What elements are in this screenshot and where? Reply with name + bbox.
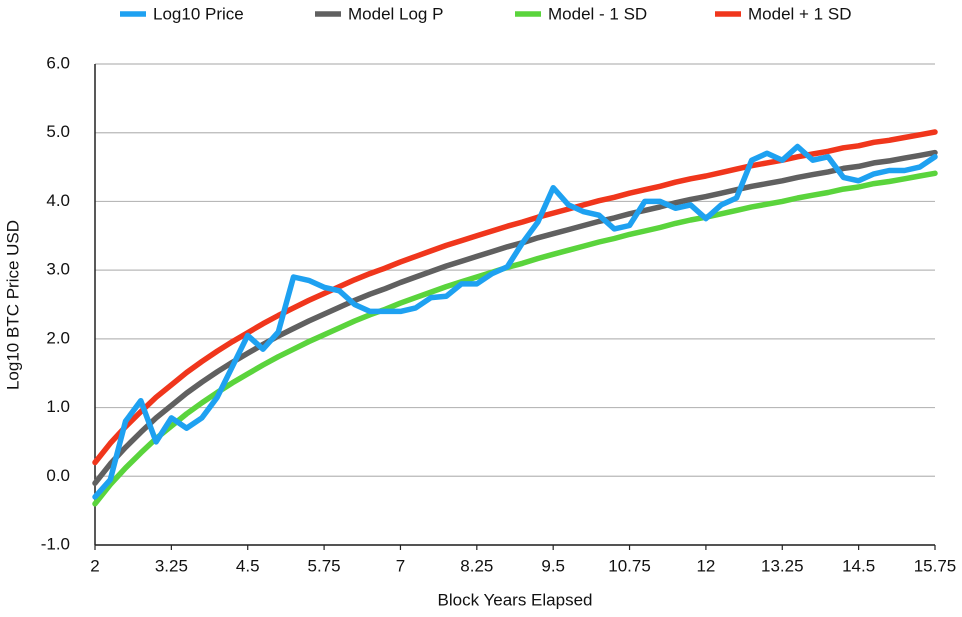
x-tick-label: 10.75: [608, 556, 651, 575]
x-tick-label: 15.75: [914, 556, 957, 575]
y-tick-label: 6.0: [46, 53, 70, 72]
y-tick-label: -1.0: [41, 534, 70, 553]
x-tick-label: 4.5: [236, 556, 260, 575]
series-line: [92, 170, 938, 507]
x-tick-label: 3.25: [155, 556, 188, 575]
y-tick-label: 1.0: [46, 397, 70, 416]
legend-label: Log10 Price: [153, 4, 244, 23]
x-tick-label: 13.25: [761, 556, 804, 575]
series-line: [92, 143, 938, 500]
x-tick-label: 8.25: [460, 556, 493, 575]
x-tick-label: 5.75: [308, 556, 341, 575]
legend-label: Model Log P: [348, 4, 443, 23]
y-tick-label: 4.0: [46, 191, 70, 210]
y-tick-label: 2.0: [46, 328, 70, 347]
y-tick-label: 0.0: [46, 466, 70, 485]
legend-label: Model + 1 SD: [748, 4, 851, 23]
x-tick-label: 9.5: [541, 556, 565, 575]
x-tick-label: 7: [396, 556, 405, 575]
x-axis-title: Block Years Elapsed: [438, 590, 593, 609]
y-axis-title: Log10 BTC Price USD: [3, 220, 22, 390]
series-line: [92, 129, 938, 466]
x-tick-label: 14.5: [842, 556, 875, 575]
y-tick-label: 3.0: [46, 260, 70, 279]
legend-label: Model - 1 SD: [548, 4, 647, 23]
x-tick-label: 2: [90, 556, 99, 575]
x-tick-label: 12: [696, 556, 715, 575]
y-tick-label: 5.0: [46, 122, 70, 141]
series-line: [92, 149, 938, 486]
